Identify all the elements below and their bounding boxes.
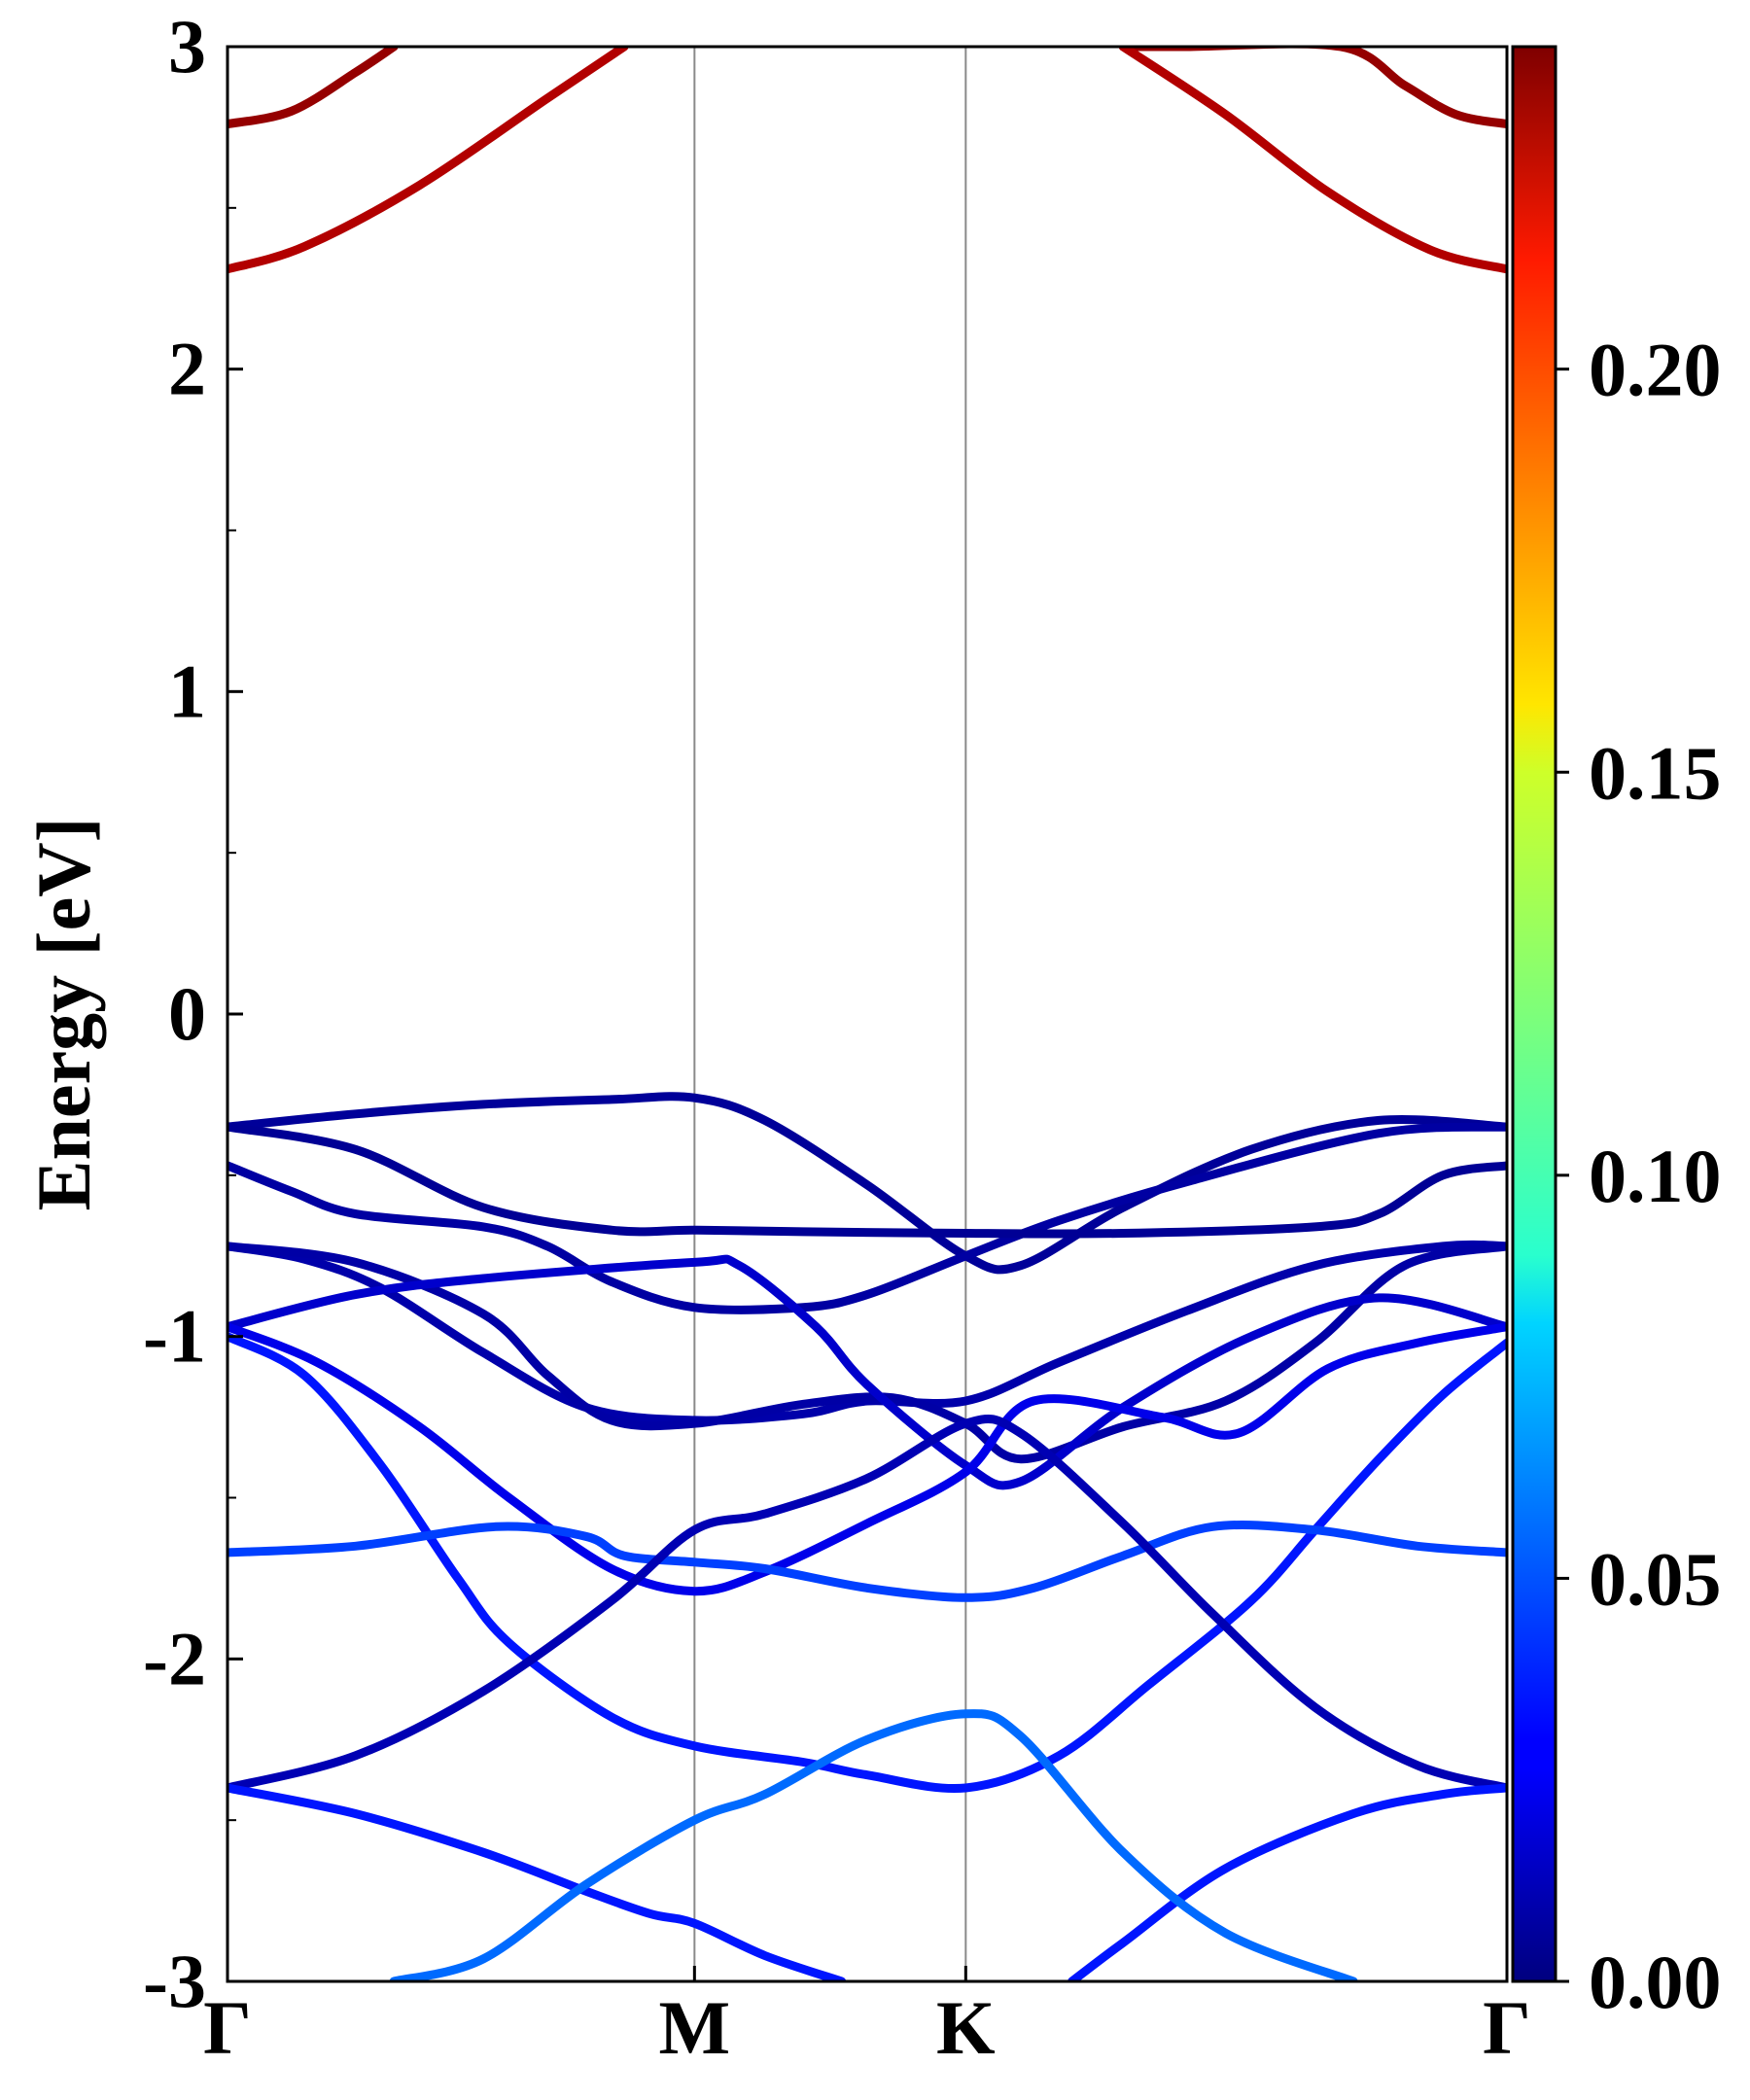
- band-line: [389, 1709, 1358, 1981]
- band-line: [228, 1414, 1507, 1793]
- band-line: [228, 1240, 1507, 1425]
- y-tick-label: -2: [143, 1616, 206, 1700]
- band-line: [228, 1322, 1507, 1596]
- band-line: [228, 1122, 1507, 1314]
- band-line: [228, 1520, 1507, 1602]
- y-tick-label: -3: [143, 1939, 206, 2023]
- y-axis-label: Energy [eV]: [21, 817, 106, 1210]
- band-line: [228, 1783, 847, 1981]
- band-line: [228, 1092, 1507, 1275]
- colorbar-tick-label: 0.10: [1589, 1134, 1722, 1218]
- colorbar-tick-label: 0.15: [1589, 730, 1722, 815]
- band-line: [228, 47, 399, 129]
- y-tick-label: 1: [168, 648, 206, 733]
- colorbar-tick-label: 0.20: [1589, 328, 1722, 412]
- y-tick-label: 2: [168, 327, 206, 411]
- kpoint-vertical-lines: [693, 47, 967, 1981]
- y-tick-label: 3: [168, 4, 206, 88]
- bands: [228, 47, 1507, 1981]
- band-line: [1118, 47, 1507, 274]
- band-line: [228, 1254, 1507, 1490]
- plot-area: -3 -2 -1 0 1 2 3 Γ M K Γ Energy [eV]: [21, 4, 1531, 2070]
- band-line: [1118, 47, 1507, 129]
- band-line: [1068, 1783, 1507, 1981]
- x-tick-label: Γ: [203, 1985, 252, 2070]
- plot-frame: [226, 45, 1509, 1983]
- y-tick-label: 0: [168, 971, 206, 1056]
- band-line: [228, 1242, 1507, 1464]
- band-line: [228, 47, 629, 274]
- x-tick-label: M: [659, 1985, 731, 2070]
- colorbar-gradient: [1511, 45, 1558, 1983]
- colorbar-tick-label: 0.05: [1589, 1536, 1722, 1621]
- band-line: [228, 1122, 1507, 1239]
- y-axis: -3 -2 -1 0 1 2 3: [143, 4, 243, 2023]
- colorbar-tick-label: 0.00: [1589, 1940, 1722, 2024]
- x-tick-label: Γ: [1483, 1985, 1531, 2070]
- x-tick-label: K: [936, 1985, 996, 2070]
- y-tick-label: -1: [143, 1294, 206, 1379]
- colorbar-ticks: 0.00 0.05 0.10 0.15 0.20: [1556, 328, 1722, 2024]
- colorbar: 0.00 0.05 0.10 0.15 0.20: [1511, 45, 1722, 2024]
